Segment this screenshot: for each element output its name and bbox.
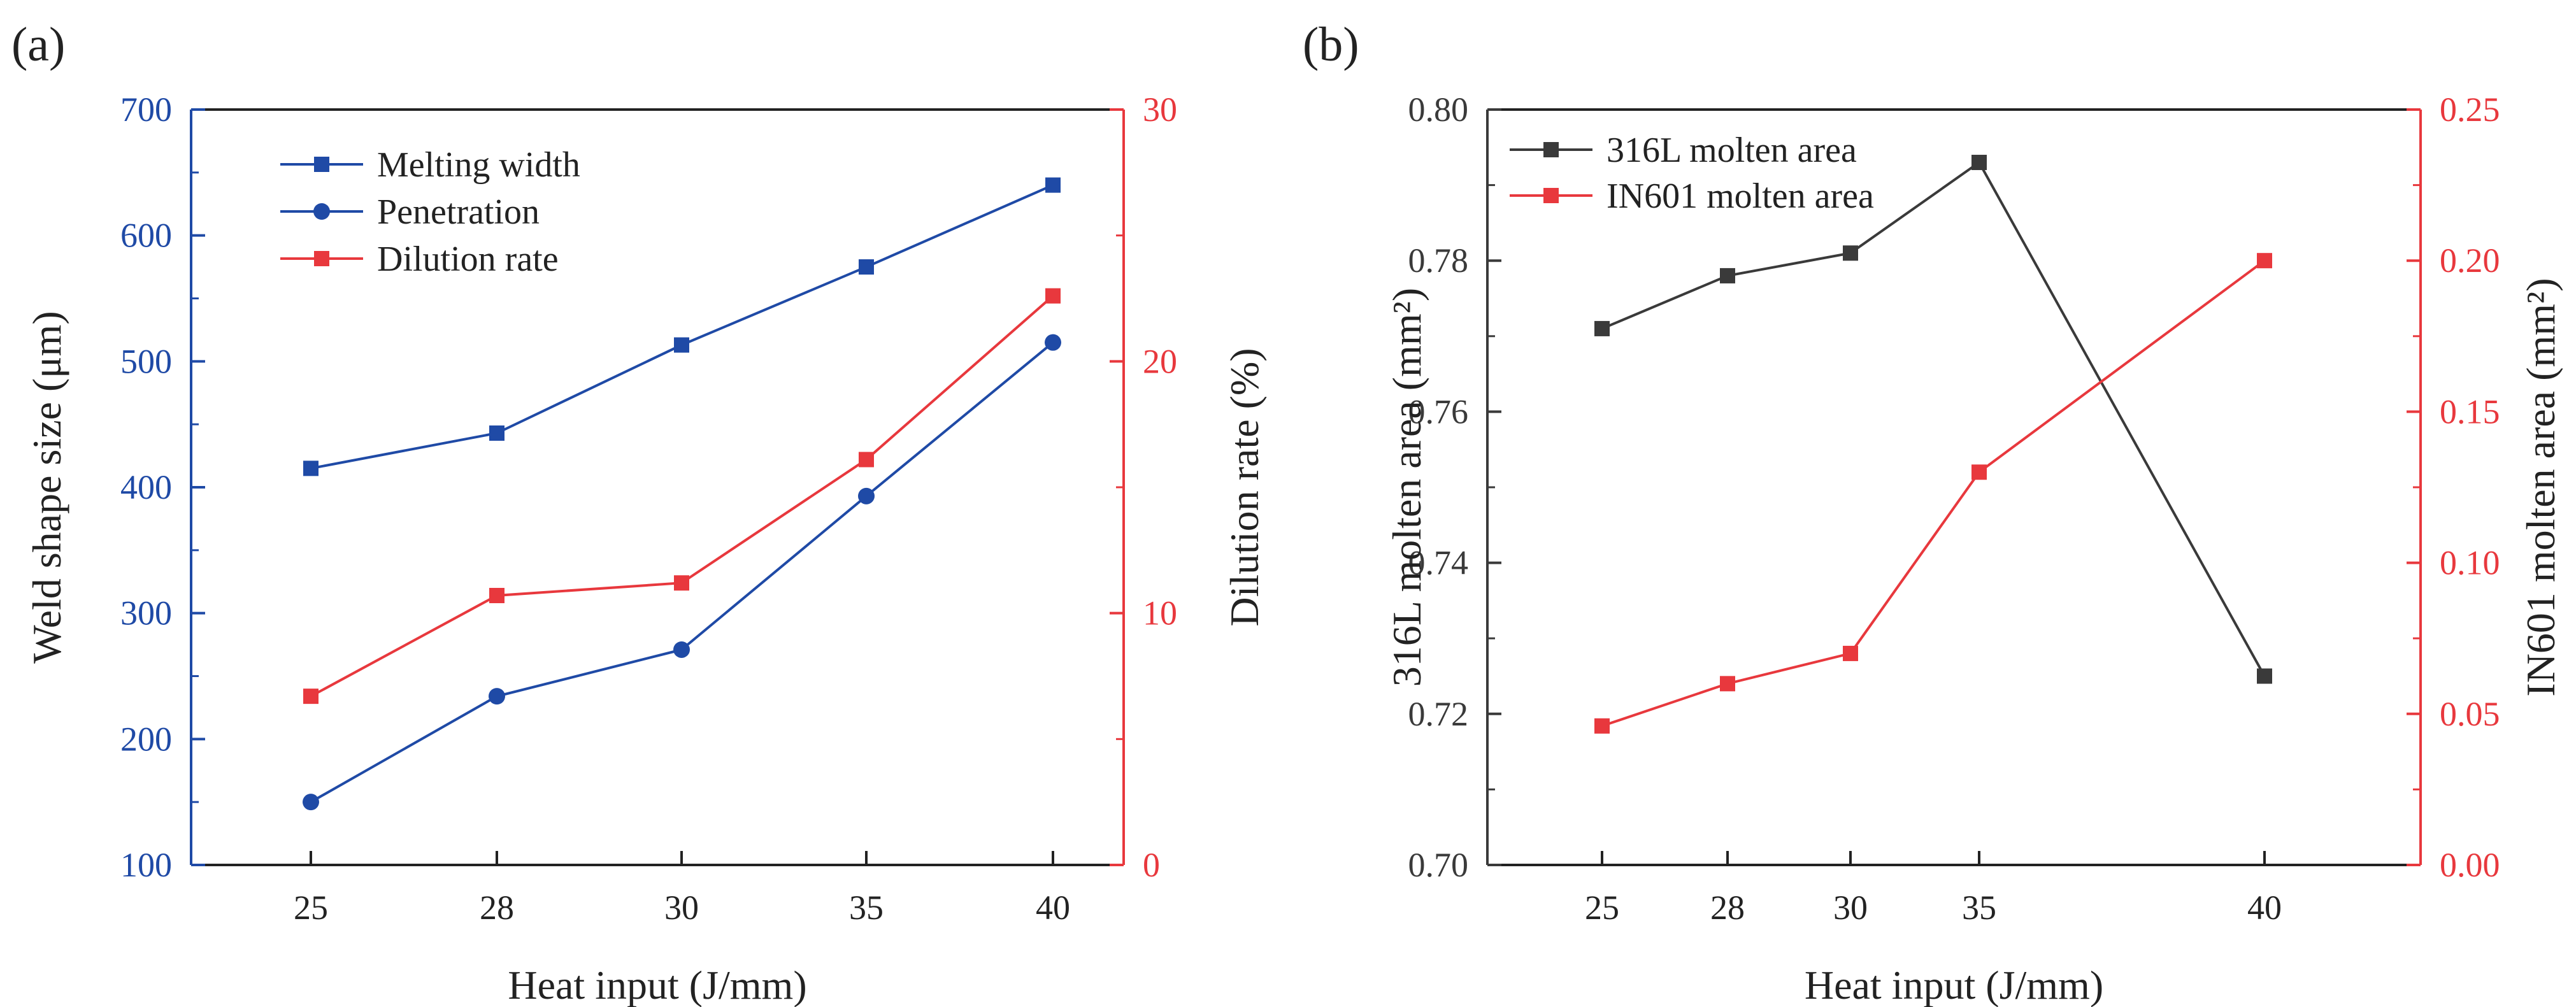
y-right-tick-label: 10: [1143, 594, 1177, 632]
y-left-tick-label: 200: [120, 720, 172, 758]
data-point-melting-width: [674, 337, 689, 353]
data-point-penetration: [489, 688, 505, 705]
x-tick-label: 30: [664, 889, 699, 927]
y-right-tick-label: 0.25: [2440, 90, 2500, 129]
data-point-316l-molten-area: [1971, 155, 1987, 171]
x-tick-label: 30: [1833, 889, 1868, 927]
panel-label: (b): [1303, 18, 1359, 71]
y-left-axis-title: 316L molten area (mm²): [1384, 288, 1429, 687]
legend-marker: [314, 157, 329, 172]
data-point-in601-molten-area: [1843, 645, 1858, 661]
data-point-dilution-rate: [674, 575, 689, 591]
data-point-melting-width: [859, 259, 874, 275]
x-tick-label: 40: [1036, 889, 1070, 927]
series-line-dilution-rate: [310, 295, 1054, 697]
x-tick-label: 25: [294, 889, 328, 927]
legend-label: Penetration: [377, 192, 540, 232]
data-point-dilution-rate: [303, 689, 318, 704]
data-point-in601-molten-area: [1594, 718, 1610, 734]
x-tick-label: 40: [2247, 889, 2282, 927]
x-axis-title: Heat input (J/mm): [1805, 962, 2103, 1007]
y-right-tick-label: 0: [1143, 846, 1160, 884]
data-point-in601-molten-area: [1720, 676, 1735, 692]
y-left-tick-label: 0.78: [1408, 241, 1469, 280]
x-tick-label: 28: [1710, 889, 1745, 927]
legend-marker: [314, 251, 329, 266]
x-tick-label: 35: [849, 889, 884, 927]
data-point-in601-molten-area: [1971, 464, 1987, 480]
series-line-penetration: [310, 341, 1054, 803]
y-right-tick-label: 0.05: [2440, 695, 2500, 733]
y-left-tick-label: 100: [120, 846, 172, 884]
y-left-tick-label: 0.72: [1408, 695, 1469, 733]
y-left-tick-label: 0.74: [1408, 544, 1469, 582]
legend-marker: [313, 203, 330, 220]
legend-label: 316L molten area: [1606, 131, 1857, 170]
y-left-tick-label: 700: [120, 90, 172, 129]
panel-b: (b) 25 28 30 35 40 Heat input (J/mm) 0.70 0.72 0.…: [1303, 18, 2563, 1007]
y-left-axis-title: Weld shape size (μm): [24, 311, 69, 663]
y-left-tick-label: 500: [120, 342, 172, 380]
data-point-melting-width: [1045, 177, 1061, 193]
y-left-tick-label: 400: [120, 468, 172, 506]
series-line-in601-molten-area: [1601, 259, 2266, 727]
y-left-tick-label: 0.70: [1408, 846, 1469, 884]
panel-label: (a): [11, 18, 65, 71]
data-point-penetration: [1045, 334, 1061, 351]
y-right-tick-label: 30: [1143, 90, 1177, 129]
data-point-melting-width: [489, 425, 504, 441]
data-point-316l-molten-area: [2257, 668, 2272, 684]
y-left-tick-label: 0.80: [1408, 90, 1469, 129]
y-right-tick-label: 20: [1143, 342, 1177, 380]
data-point-316l-molten-area: [1720, 268, 1735, 283]
y-right-tick-label: 0.20: [2440, 241, 2500, 280]
legend-marker: [1543, 142, 1559, 157]
data-point-penetration: [303, 794, 319, 811]
x-tick-label: 25: [1585, 889, 1619, 927]
data-point-316l-molten-area: [1594, 320, 1610, 336]
data-point-316l-molten-area: [1843, 245, 1858, 261]
series-line-316l-molten-area: [1601, 161, 2266, 677]
data-point-dilution-rate: [859, 452, 874, 468]
data-point-in601-molten-area: [2257, 253, 2272, 269]
data-point-dilution-rate: [1045, 288, 1061, 304]
data-point-melting-width: [303, 461, 318, 476]
y-right-tick-label: 0.15: [2440, 392, 2500, 431]
y-left-tick-label: 0.76: [1408, 392, 1469, 431]
y-right-tick-label: 0.00: [2440, 846, 2500, 884]
y-left-tick-label: 300: [120, 594, 172, 632]
y-right-axis-title: Dilution rate (%): [1222, 348, 1267, 626]
legend-label: Melting width: [377, 145, 580, 185]
x-tick-label: 35: [1962, 889, 1996, 927]
legend-label: Dilution rate: [377, 239, 559, 279]
data-point-penetration: [858, 487, 875, 504]
legend-label: IN601 molten area: [1606, 176, 1874, 216]
y-right-axis-title: IN601 molten area (mm²): [2518, 278, 2563, 696]
x-axis-title: Heat input (J/mm): [508, 962, 806, 1007]
x-tick-label: 28: [480, 889, 514, 927]
y-right-tick-label: 0.10: [2440, 544, 2500, 582]
legend-marker: [1543, 188, 1559, 203]
data-point-penetration: [673, 641, 690, 658]
y-left-tick-label: 600: [120, 217, 172, 255]
data-point-dilution-rate: [489, 587, 504, 603]
